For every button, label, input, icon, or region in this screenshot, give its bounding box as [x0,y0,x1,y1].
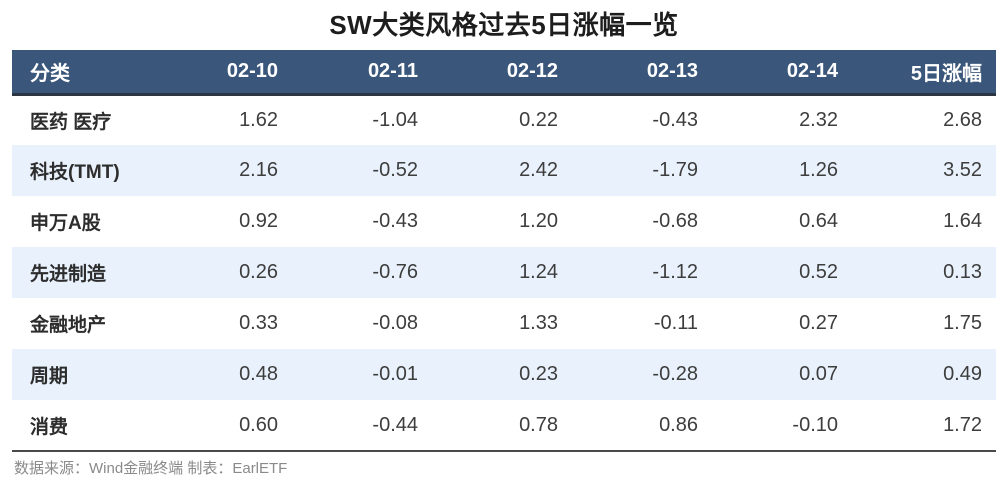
value-cell-total: 1.72 [838,400,996,452]
value-cell: 1.24 [519,261,558,283]
row-label: 申万A股 [30,213,101,234]
value-cell: -0.52 [372,159,418,181]
table-row: 周期 0.48 -0.01 0.23 -0.28 0.07 0.49 [12,349,996,400]
value-cell: -0.43 [652,108,698,131]
row-label: 消费 [12,400,138,452]
column-header-5day-total: 5日涨幅 [838,50,996,96]
column-header-date-2: 02-11 [278,50,418,96]
column-header-category: 分类 [12,50,138,96]
column-header-date-3: 02-12 [418,50,558,96]
column-header-date-5: 02-14 [698,50,838,96]
value-cell: -1.12 [652,261,698,283]
value-cell: 2.16 [239,159,278,181]
value-cell: -0.10 [698,400,838,452]
value-cell: -0.11 [653,312,698,334]
value-cell: 2.32 [799,108,838,131]
table-row: 医药 医疗 1.62 -1.04 0.22 -0.43 2.32 2.68 [12,94,996,145]
style-returns-table: 分类 02-10 02-11 02-12 02-13 02-14 5日涨幅 医药… [12,50,996,452]
table-row: 先进制造 0.26 -0.76 1.24 -1.12 0.52 0.13 [12,247,996,298]
row-label: 医药 医疗 [30,111,112,133]
value-cell: 0.48 [239,363,278,385]
value-cell-total: 0.13 [943,261,982,283]
value-cell: 1.33 [519,312,558,334]
row-label: 先进制造 [30,264,107,285]
value-cell: 0.64 [799,210,838,232]
value-cell: -0.01 [372,363,418,385]
value-cell: 0.07 [799,363,838,385]
value-cell: 0.92 [239,210,278,232]
column-header-date-4: 02-13 [558,50,698,96]
value-cell: 1.20 [519,210,558,232]
value-cell-total: 1.75 [943,312,982,334]
value-cell: -0.68 [652,210,698,232]
table-header-row: 分类 02-10 02-11 02-12 02-13 02-14 5日涨幅 [12,50,996,96]
value-cell: 2.42 [519,159,558,181]
value-cell: -0.44 [278,400,418,452]
column-header-date-1: 02-10 [138,50,278,96]
value-cell: 0.78 [418,400,558,452]
value-cell: 0.23 [519,363,558,385]
value-cell: 0.60 [138,400,278,452]
row-label: 科技(TMT) [30,162,120,183]
data-source-note: 数据来源：Wind金融终端 制表：EarlETF [14,460,288,477]
value-cell: 0.26 [239,261,278,283]
value-cell-total: 1.64 [943,210,982,232]
value-cell: -0.08 [372,312,418,334]
value-cell: 1.26 [799,159,838,181]
table-row: 申万A股 0.92 -0.43 1.20 -0.68 0.64 1.64 [12,196,996,247]
chart-title: SW大类风格过去5日涨幅一览 [329,10,679,40]
value-cell: 0.22 [519,108,558,131]
table-row: 消费 0.60 -0.44 0.78 0.86 -0.10 1.72 [12,400,996,452]
value-cell: -1.79 [652,159,698,181]
value-cell: 0.27 [799,312,838,334]
table-row: 科技(TMT) 2.16 -0.52 2.42 -1.79 1.26 3.52 [12,145,996,196]
value-cell: -0.76 [372,261,418,283]
value-cell: -1.04 [372,108,418,131]
value-cell: 1.62 [239,108,278,131]
value-cell: -0.43 [372,210,418,232]
table-row: 金融地产 0.33 -0.08 1.33 -0.11 0.27 1.75 [12,298,996,349]
value-cell: -0.28 [652,363,698,385]
row-label: 周期 [30,366,69,387]
value-cell: 0.52 [799,261,838,283]
value-cell-total: 3.52 [943,159,982,181]
value-cell-total: 0.49 [943,363,982,385]
row-label: 金融地产 [30,315,107,336]
value-cell-total: 2.68 [943,108,982,131]
value-cell: 0.86 [558,400,698,452]
value-cell: 0.33 [239,312,278,334]
